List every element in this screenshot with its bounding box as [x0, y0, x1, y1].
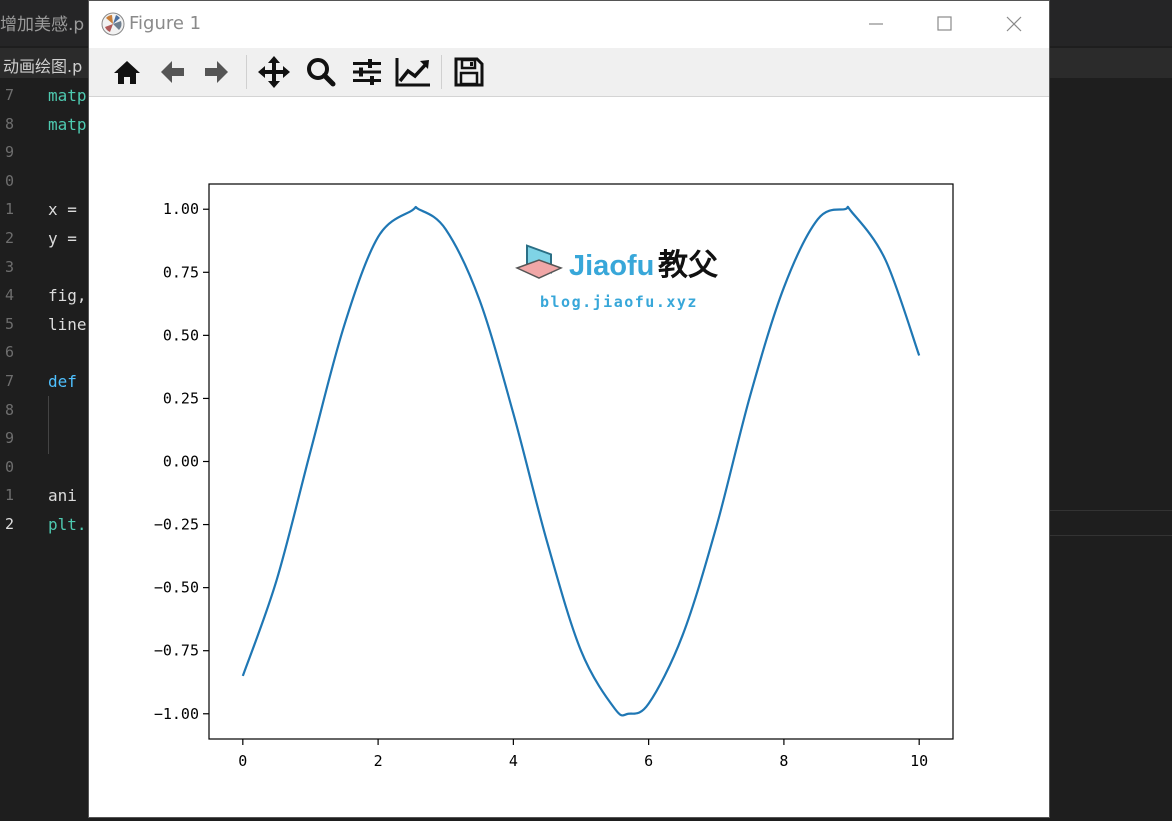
subplots-button[interactable]	[349, 55, 385, 89]
y-tick-label: 0.50	[163, 326, 199, 344]
x-axis: 0 2 4 6 8 10	[238, 739, 928, 770]
x-tick-label: 6	[644, 752, 653, 770]
watermark-url: blog.jiaofu.xyz	[540, 293, 698, 311]
laptop-icon	[515, 244, 563, 279]
line-number: 1	[4, 486, 14, 505]
line-number: 5	[4, 314, 14, 333]
line-number: 4	[4, 286, 14, 305]
figure-canvas[interactable]: 1.00 0.75 0.50 0.25 0.00 −0.25 −0.50 −0.75 −1.00…	[89, 97, 1049, 817]
line-number: 9	[4, 429, 14, 448]
code-line[interactable]: x =	[48, 200, 77, 220]
watermark: Jiaofu 教父 blog.jiaofu.xyz	[515, 244, 718, 311]
y-tick-label: 0.00	[163, 453, 199, 471]
arrow-left-icon	[161, 61, 184, 83]
edit-axes-button[interactable]	[395, 55, 431, 89]
x-tick-label: 8	[779, 752, 788, 770]
editor-tab[interactable]: 增加美感.p	[0, 15, 85, 35]
x-tick-label: 2	[374, 752, 383, 770]
floppy-disk-icon	[454, 57, 484, 87]
toolbar-separator	[441, 55, 442, 89]
x-tick-label: 4	[509, 752, 518, 770]
code-line[interactable]: line	[48, 314, 87, 334]
line-number: 2	[4, 515, 14, 533]
line-number: 1	[4, 200, 14, 219]
y-tick-label: 0.75	[163, 263, 199, 281]
line-number: 8	[4, 400, 14, 419]
x-tick-label: 0	[238, 752, 247, 770]
series-layer	[241, 205, 921, 717]
y-tick-label: −0.75	[154, 642, 199, 660]
forward-button[interactable]	[199, 55, 235, 89]
line-number: 7	[4, 372, 14, 390]
title-bar[interactable]: Figure 1	[89, 1, 1049, 47]
code-line[interactable]: matp	[48, 114, 87, 134]
home-icon	[114, 61, 140, 84]
code-line[interactable]: matp	[48, 86, 87, 105]
magnifier-icon	[307, 58, 336, 87]
plot-svg[interactable]: 1.00 0.75 0.50 0.25 0.00 −0.25 −0.50 −0.75 −1.00…	[89, 97, 1049, 817]
zoom-button[interactable]	[303, 55, 339, 89]
window-title: Figure 1	[129, 13, 202, 34]
matplotlib-app-icon	[101, 12, 125, 36]
y-tick-label: 1.00	[163, 200, 199, 218]
breadcrumb-file[interactable]: 动画绘图.p	[3, 57, 83, 76]
pan-button[interactable]	[256, 55, 292, 89]
watermark-brand-latin: Jiaofu	[569, 250, 654, 282]
series-line	[241, 205, 921, 717]
code-line[interactable]: y =	[48, 229, 77, 248]
y-tick-label: −1.00	[154, 705, 199, 723]
x-tick-label: 10	[910, 752, 928, 770]
close-button[interactable]	[999, 9, 1029, 39]
line-number: 6	[4, 343, 14, 362]
indent-guide	[48, 396, 49, 454]
toolbar-separator	[246, 55, 247, 89]
minimize-button[interactable]	[861, 9, 891, 39]
y-tick-label: −0.25	[154, 516, 199, 534]
maximize-icon	[937, 16, 952, 31]
code-line[interactable]: plt.	[48, 515, 87, 534]
arrow-right-icon	[205, 61, 228, 83]
save-button[interactable]	[451, 55, 487, 89]
code-line[interactable]: fig,	[48, 286, 87, 306]
line-number: 7	[4, 86, 14, 104]
line-number: 8	[4, 114, 14, 133]
code-line[interactable]: def	[48, 372, 77, 391]
back-button[interactable]	[154, 55, 190, 89]
line-number: 0	[4, 171, 14, 190]
maximize-button[interactable]	[929, 9, 959, 39]
minimize-icon	[869, 23, 883, 25]
axes-frame	[208, 183, 954, 740]
current-line-highlight	[1048, 510, 1172, 536]
move-icon	[258, 56, 290, 88]
home-button[interactable]	[109, 55, 145, 89]
y-axis: 1.00 0.75 0.50 0.25 0.00 −0.25 −0.50 −0.75 −1.00	[154, 200, 209, 723]
navigation-toolbar	[89, 48, 1049, 97]
code-line[interactable]: ani	[48, 486, 77, 506]
close-icon	[1006, 16, 1022, 32]
sliders-icon	[353, 59, 381, 85]
figure-window: Figure 1	[88, 0, 1050, 818]
line-number: 3	[4, 257, 14, 276]
watermark-brand-cjk: 教父	[658, 248, 718, 283]
line-number: 9	[4, 143, 14, 162]
y-tick-label: −0.50	[154, 579, 199, 597]
line-number: 0	[4, 457, 14, 476]
line-number: 2	[4, 229, 14, 247]
y-tick-label: 0.25	[163, 389, 199, 407]
line-chart-icon	[395, 58, 430, 87]
